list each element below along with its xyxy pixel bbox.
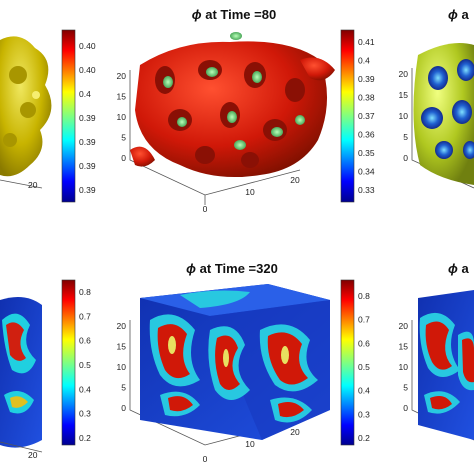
y-tick-label: 0 [121, 403, 126, 413]
x-tick-label: 20 [290, 427, 300, 437]
colorbar-tick-label: 0.33 [358, 185, 375, 195]
colorbar-tick-label: 0.40 [79, 41, 96, 51]
colorbar-tick-label: 0.2 [79, 433, 91, 443]
tick-label: 20 [28, 450, 38, 460]
y-tick-label: 5 [121, 383, 126, 393]
chart-title: ϕ a [448, 7, 469, 22]
colorbar-tick-label: 0.7 [358, 315, 370, 325]
colorbar-tick-label: 0.3 [79, 409, 91, 419]
colorbar-tick-label: 0.41 [358, 37, 375, 47]
colorbar-tick-label: 0.4 [79, 89, 91, 99]
x-axis-ticks: 0 10 20 [203, 427, 300, 464]
colorbar-ticks: 0.41 0.4 0.39 0.38 0.37 0.36 0.35 0.34 0.33 [358, 37, 375, 195]
colorbar-tick-label: 0.8 [79, 287, 91, 297]
colorbar-tick-label: 0.39 [79, 185, 96, 195]
y-tick-label: 10 [399, 111, 409, 121]
isosurface-top-left [0, 36, 52, 177]
colorbar-tick-label: 0.5 [79, 360, 91, 370]
y-tick-label: 20 [117, 71, 127, 81]
colorbar [61, 29, 76, 203]
y-tick-label: 5 [403, 132, 408, 142]
y-tick-label: 0 [403, 153, 408, 163]
isosurface-bottom-middle [140, 284, 330, 440]
colorbar-tick-label: 0.8 [358, 291, 370, 301]
y-tick-label: 5 [403, 383, 408, 393]
colorbar [340, 29, 355, 203]
y-tick-label: 10 [117, 362, 127, 372]
isosurface-bottom-left [0, 296, 42, 448]
y-tick-label: 20 [399, 69, 409, 79]
y-tick-label: 0 [403, 403, 408, 413]
y-tick-label: 20 [399, 321, 409, 331]
colorbar-tick-label: 0.3 [358, 409, 370, 419]
y-tick-label: 5 [121, 133, 126, 143]
y-tick-label: 15 [117, 92, 127, 102]
x-tick-label: 20 [290, 175, 300, 185]
axis-line [0, 179, 43, 189]
y-tick-label: 15 [399, 342, 409, 352]
colorbar-ticks: 0.8 0.7 0.6 0.5 0.4 0.3 0.2 [79, 287, 91, 443]
x-tick-label: 10 [245, 439, 255, 449]
colorbar [61, 279, 76, 446]
tick-label: 20 [28, 180, 38, 190]
chart-title: ϕ a [448, 261, 469, 276]
colorbar-tick-label: 0.34 [358, 167, 375, 177]
y-tick-label: 10 [117, 112, 127, 122]
colorbar-tick-label: 0.6 [358, 338, 370, 348]
colorbar-tick-label: 0.4 [358, 386, 370, 396]
panel-bottom-middle: ϕ at Time =320 [117, 261, 371, 464]
y-tick-label: 15 [117, 342, 127, 352]
isosurface-bottom-right [418, 290, 474, 440]
colorbar-tick-label: 0.4 [358, 56, 370, 66]
colorbar [340, 279, 355, 446]
y-axis-ticks: 20 15 10 5 0 [117, 71, 127, 163]
isosurface-top-middle [130, 32, 335, 178]
colorbar-ticks: 0.8 0.7 0.6 0.5 0.4 0.3 0.2 [358, 291, 370, 443]
colorbar-ticks: 0.40 0.40 0.4 0.39 0.39 0.39 0.39 [79, 41, 96, 195]
colorbar-tick-label: 0.39 [358, 74, 375, 84]
y-tick-label: 15 [399, 90, 409, 100]
colorbar-tick-label: 0.2 [358, 433, 370, 443]
colorbar-tick-label: 0.5 [358, 362, 370, 372]
x-axis-ticks: 0 10 20 [203, 175, 300, 214]
isosurface-top-right [413, 42, 474, 185]
x-tick-label: 0 [203, 204, 208, 214]
colorbar-tick-label: 0.39 [79, 113, 96, 123]
colorbar-tick-label: 0.35 [358, 148, 375, 158]
panel-bottom-right: ϕ a 20 15 10 5 0 [399, 261, 474, 441]
y-tick-label: 0 [121, 153, 126, 163]
colorbar-tick-label: 0.38 [358, 93, 375, 103]
x-tick-label: 10 [245, 187, 255, 197]
panel-top-right: ϕ a 20 15 10 5 0 [399, 7, 474, 189]
chart-title: ϕ at Time =320 [186, 261, 278, 276]
panel-bottom-left: 20 0.8 0.7 0.6 0.5 0.4 0.3 0.2 [0, 279, 91, 460]
y-tick-label: 20 [117, 321, 127, 331]
panel-top-left: 20 0.40 0.40 0.4 0.39 0.39 0.39 0.39 [0, 29, 96, 203]
chart-title: ϕ at Time =80 [192, 7, 276, 22]
colorbar-tick-label: 0.7 [79, 311, 91, 321]
colorbar-tick-label: 0.37 [358, 111, 375, 121]
y-axis-ticks: 20 15 10 5 0 [399, 69, 409, 163]
colorbar-tick-label: 0.6 [79, 336, 91, 346]
colorbar-tick-label: 0.4 [79, 384, 91, 394]
colorbar-tick-label: 0.40 [79, 65, 96, 75]
colorbar-tick-label: 0.39 [79, 161, 96, 171]
panel-top-middle: ϕ at Time =80 [117, 7, 375, 214]
x-tick-label: 0 [203, 454, 208, 464]
y-axis-ticks: 20 15 10 5 0 [399, 321, 409, 413]
colorbar-tick-label: 0.36 [358, 130, 375, 140]
y-axis-ticks: 20 15 10 5 0 [117, 321, 127, 413]
y-tick-label: 10 [399, 362, 409, 372]
colorbar-tick-label: 0.39 [79, 137, 96, 147]
axis-box [129, 70, 301, 196]
